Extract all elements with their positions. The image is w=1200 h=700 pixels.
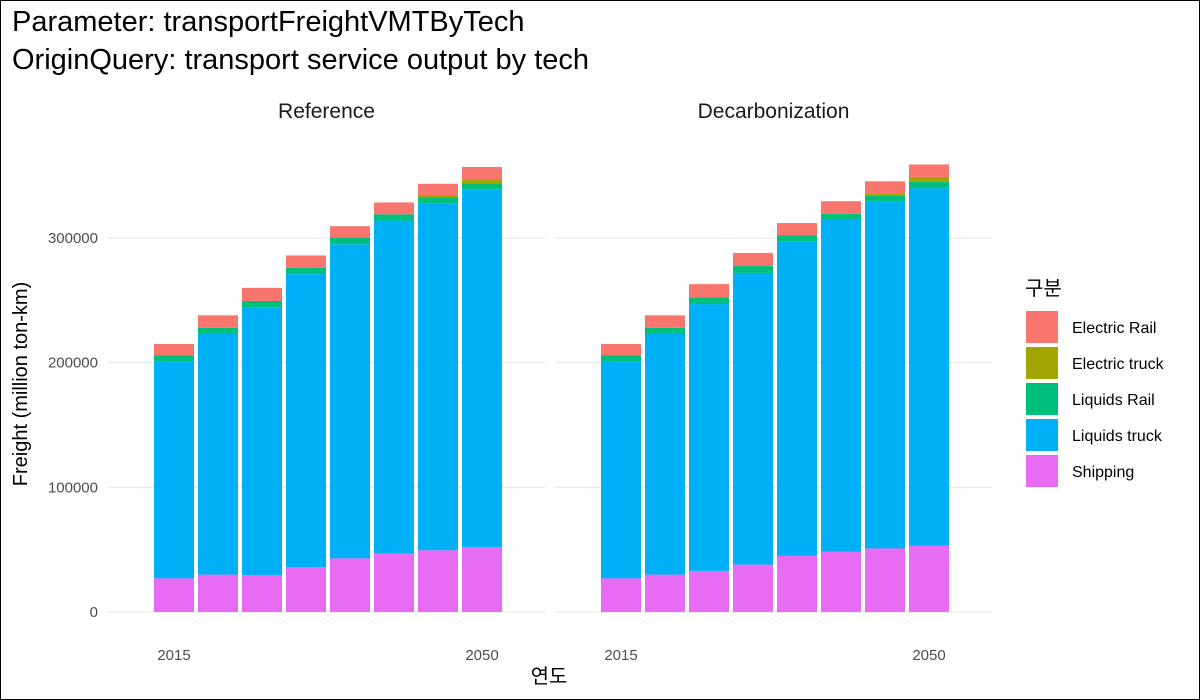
bar-segment-shipping: [909, 545, 949, 612]
bar-segment-liquids-truck: [645, 333, 685, 575]
bar-segment-liquids-truck: [330, 244, 370, 559]
bar-segment-electric-truck: [462, 179, 502, 184]
bar-segment-electric-rail: [462, 166, 502, 180]
legend-title: 구분: [1025, 276, 1062, 300]
bar-segment-electric-truck: [865, 193, 905, 196]
bar-segment-electric-rail: [909, 164, 949, 177]
bar-segment-shipping: [777, 555, 817, 612]
legend-key: [1026, 419, 1058, 451]
bar-segment-liquids-rail: [777, 235, 817, 242]
bar-segment-liquids-rail: [865, 195, 905, 202]
bar-segment-shipping: [242, 575, 282, 612]
legend-key: [1026, 455, 1058, 487]
bar-segment-electric-rail: [286, 255, 326, 268]
bar-segment-shipping: [154, 578, 194, 612]
bar-segment-liquids-rail: [330, 238, 370, 245]
x-axis-title: 연도: [531, 665, 568, 688]
bar-segment-electric-rail: [601, 343, 641, 356]
y-tick-label: 0: [90, 604, 98, 621]
bar-segment-liquids-rail: [601, 355, 641, 362]
bar-segment-electric-rail: [242, 287, 282, 301]
x-tick-label: 2015: [157, 647, 190, 664]
bar-segment-shipping: [418, 550, 458, 612]
x-tick-label: 2050: [465, 647, 498, 664]
bar-segment-electric-rail: [154, 343, 194, 356]
legend-label: Electric Rail: [1072, 320, 1156, 337]
legend-key: [1026, 347, 1058, 379]
x-tick-label: 2015: [604, 647, 637, 664]
bar-segment-liquids-truck: [462, 189, 502, 548]
bar-segment-liquids-rail: [462, 183, 502, 190]
bar-segment-liquids-truck: [154, 361, 194, 579]
x-tick-label: 2050: [912, 647, 945, 664]
bar-segment-shipping: [462, 547, 502, 612]
bar-segment-liquids-rail: [689, 297, 729, 305]
bar-segment-liquids-rail: [645, 327, 685, 334]
bar-segment-electric-rail: [374, 202, 414, 215]
bar-segment-electric-rail: [865, 181, 905, 194]
legend-label: Shipping: [1072, 464, 1134, 481]
bar-segment-liquids-rail: [821, 213, 861, 220]
bar-segment-liquids-truck: [865, 201, 905, 549]
bar-segment-liquids-rail: [242, 300, 282, 308]
bar-segment-electric-rail: [821, 201, 861, 214]
bar-segment-liquids-truck: [374, 220, 414, 554]
y-axis-title: Freight (million ton-km): [10, 282, 32, 486]
bar-segment-liquids-truck: [286, 274, 326, 568]
bar-segment-shipping: [733, 564, 773, 612]
bar-segment-electric-rail: [330, 226, 370, 238]
chart-title-line-2: OriginQuery: transport service output by…: [12, 44, 590, 76]
bar-segment-shipping: [689, 570, 729, 612]
y-tick-label: 100000: [48, 479, 98, 496]
facet-strip-label: Reference: [278, 100, 375, 123]
bar-segment-liquids-truck: [733, 272, 773, 565]
bar-segment-liquids-truck: [418, 203, 458, 551]
bar-segment-electric-rail: [777, 223, 817, 236]
bar-segment-liquids-truck: [689, 304, 729, 571]
bar-segment-shipping: [865, 548, 905, 612]
chart-title-line-1: Parameter: transportFreightVMTByTech: [12, 6, 525, 38]
bar-segment-shipping: [821, 551, 861, 612]
bar-segment-liquids-rail: [418, 197, 458, 204]
bar-segment-electric-rail: [645, 315, 685, 328]
bar-segment-shipping: [374, 553, 414, 612]
bar-segment-electric-truck: [418, 194, 458, 198]
bar-segment-shipping: [286, 567, 326, 612]
bar-segment-electric-rail: [198, 315, 238, 328]
bar-segment-electric-rail: [418, 183, 458, 195]
bar-segment-liquids-truck: [198, 333, 238, 575]
facet-strip-label: Decarbonization: [698, 100, 850, 123]
bar-segment-liquids-truck: [777, 241, 817, 556]
bar-segment-liquids-rail: [286, 267, 326, 275]
bar-segment-electric-rail: [689, 284, 729, 298]
y-tick-label: 300000: [48, 230, 98, 247]
legend-key: [1026, 311, 1058, 343]
bar-segment-liquids-rail: [198, 327, 238, 334]
bar-segment-shipping: [601, 578, 641, 612]
legend-label: Electric truck: [1072, 356, 1165, 373]
bar-segment-shipping: [198, 574, 238, 612]
bar-segment-liquids-truck: [909, 188, 949, 546]
bar-segment-liquids-rail: [909, 181, 949, 189]
bar-segment-liquids-rail: [374, 214, 414, 221]
legend-key: [1026, 383, 1058, 415]
bar-segment-liquids-rail: [733, 266, 773, 273]
bar-segment-liquids-truck: [242, 307, 282, 576]
bar-segment-liquids-truck: [821, 219, 861, 552]
bar-segment-liquids-rail: [154, 355, 194, 362]
legend-label: Liquids truck: [1072, 428, 1163, 445]
legend-label: Liquids Rail: [1072, 392, 1155, 409]
bar-segment-electric-truck: [909, 176, 949, 182]
y-tick-label: 200000: [48, 355, 98, 372]
bar-segment-shipping: [330, 558, 370, 612]
bar-segment-shipping: [645, 574, 685, 612]
bar-segment-liquids-truck: [601, 361, 641, 579]
bar-segment-electric-rail: [733, 252, 773, 267]
